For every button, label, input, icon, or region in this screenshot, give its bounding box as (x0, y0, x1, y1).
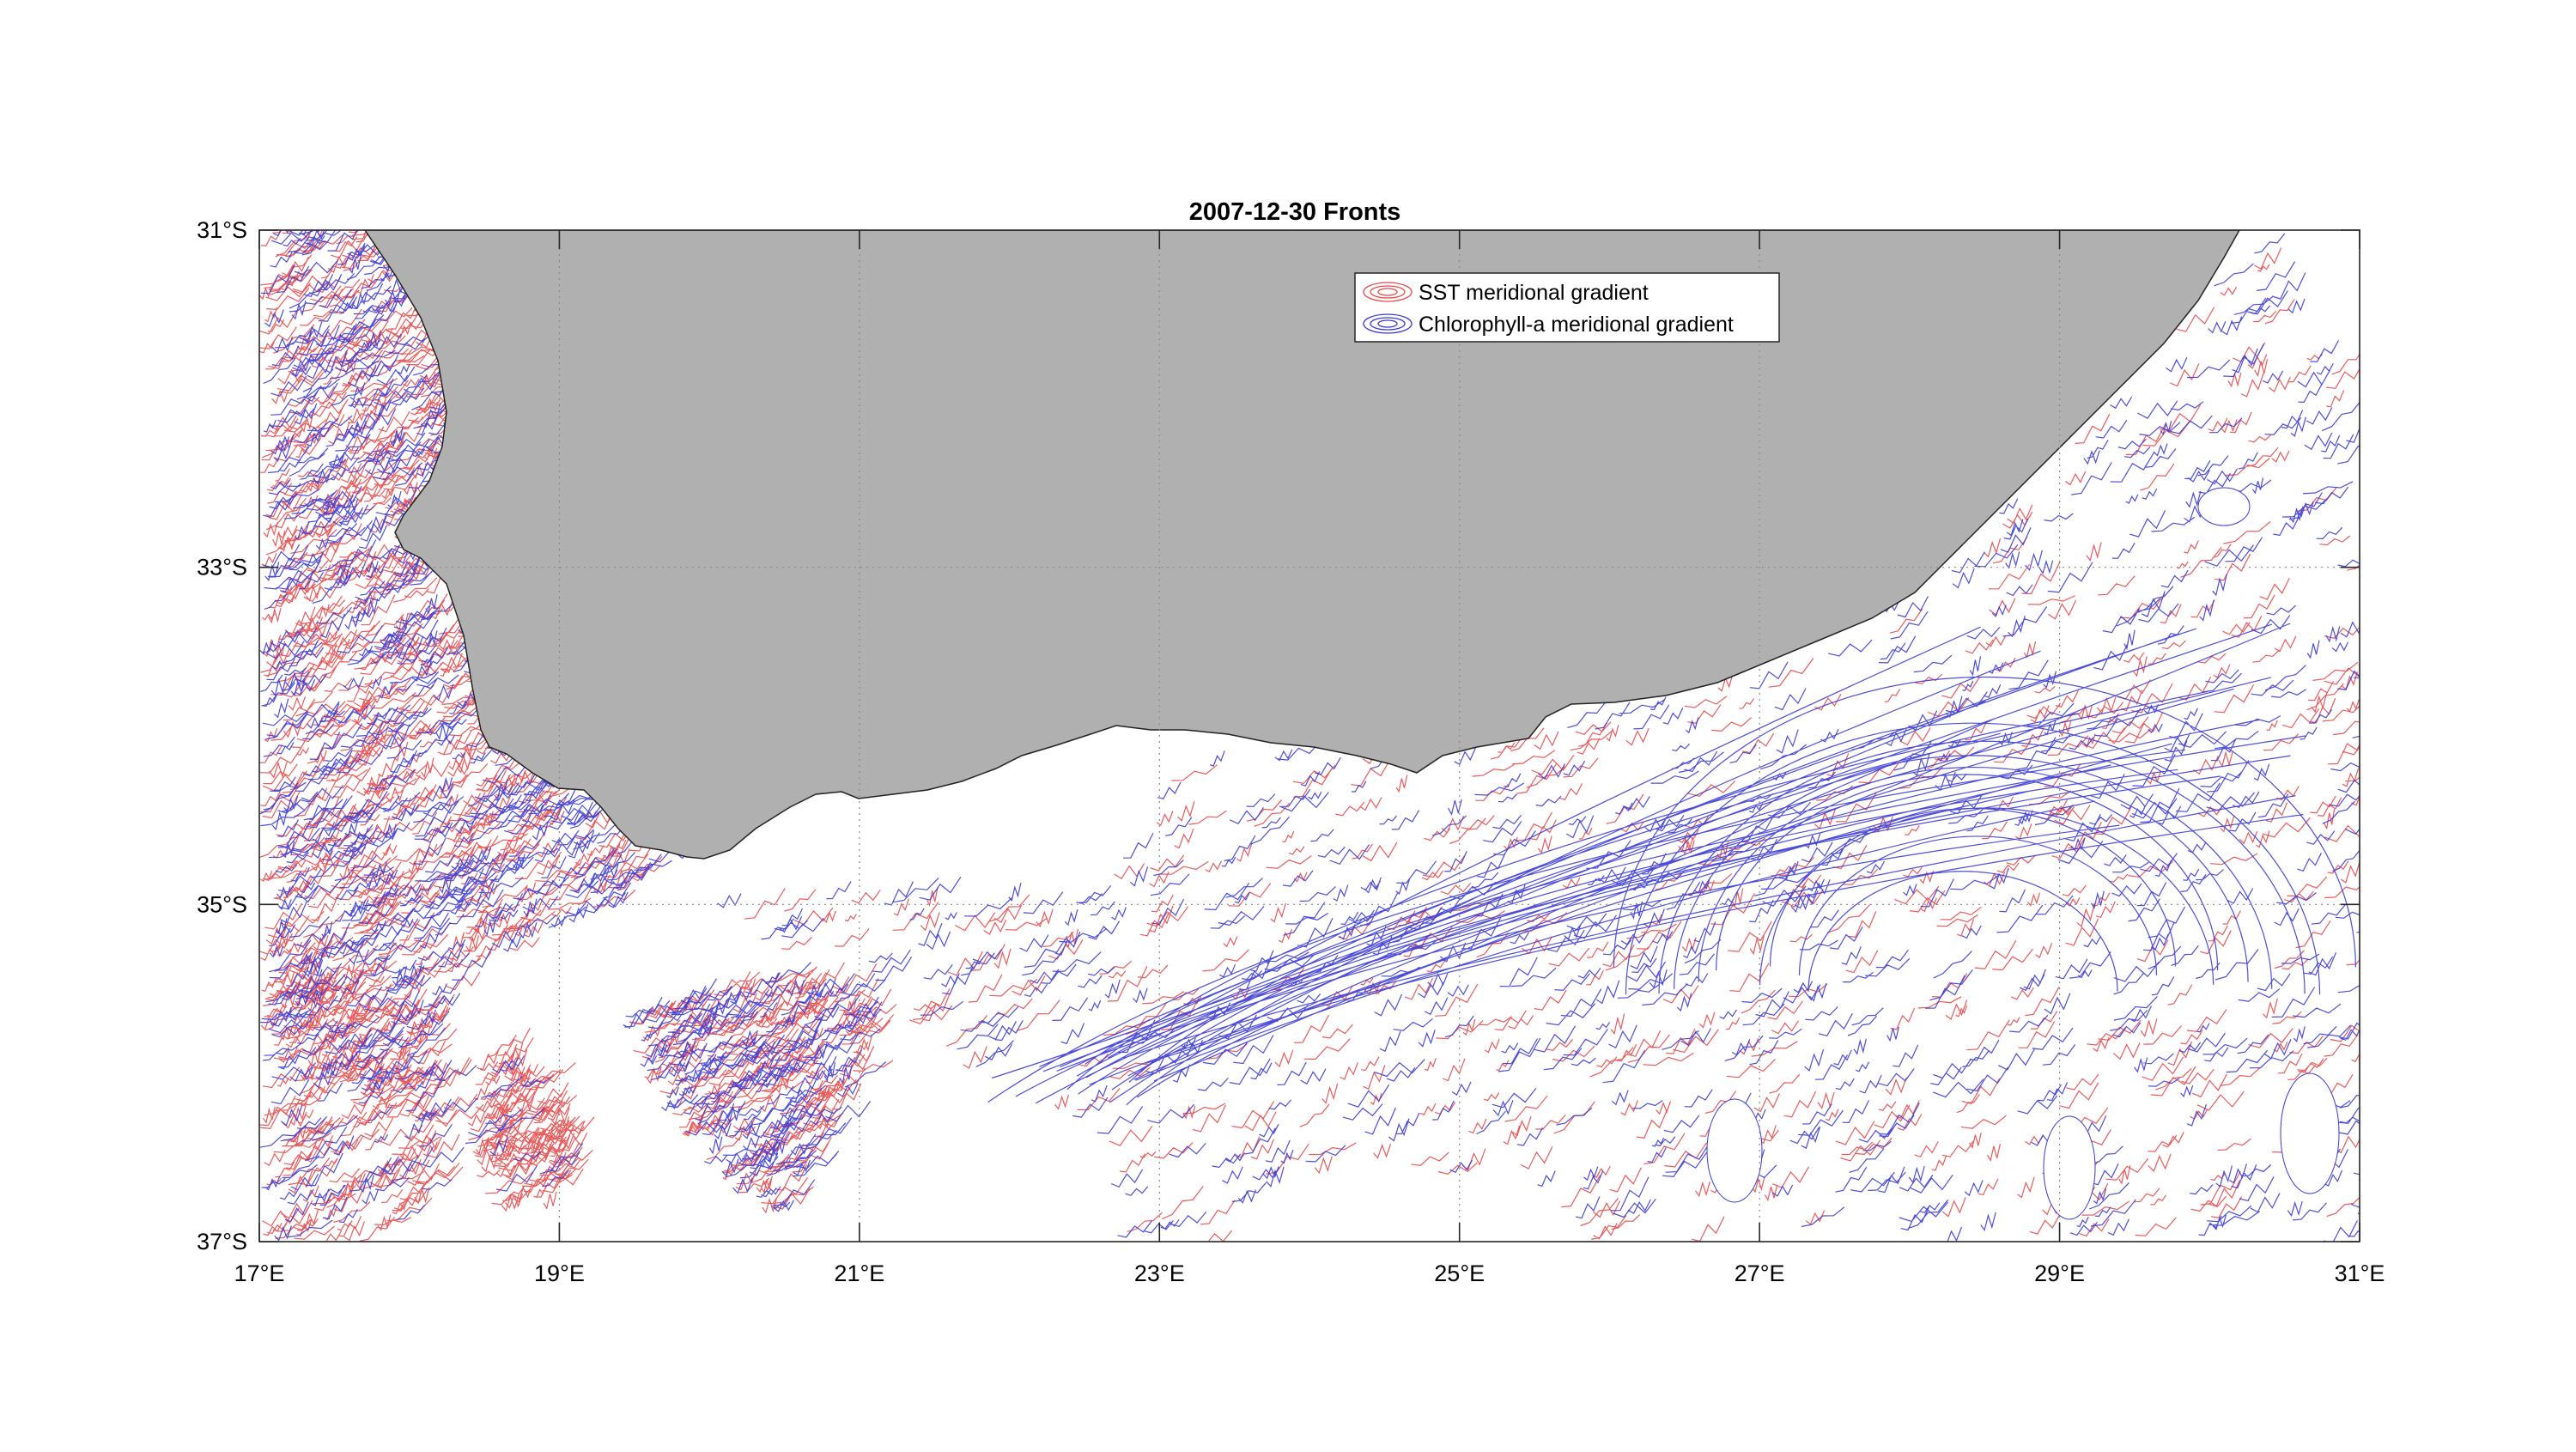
x-tick-label: 29°E (2034, 1261, 2085, 1286)
legend-box (1354, 272, 1780, 343)
legend: SST meridional gradient Chlorophyll-a me… (1354, 272, 1780, 343)
legend-entry-sst: SST meridional gradient (1363, 281, 1649, 305)
legend-label-chlorophyll: Chlorophyll-a meridional gradient (1419, 313, 1734, 337)
map-title: 2007-12-30 Fronts (1189, 198, 1401, 226)
y-tick-label: 31°S (197, 217, 247, 243)
cloud-gap (2043, 1115, 2096, 1220)
axes-frame (258, 229, 2360, 1242)
x-tick-label: 21°E (834, 1261, 884, 1286)
legend-entry-chlorophyll: Chlorophyll-a meridional gradient (1363, 313, 1734, 337)
front-contours (259, 230, 2360, 1242)
chlorophyll-front-contours (259, 230, 2360, 1242)
sst-contour-swatch-icon (1363, 282, 1413, 302)
cloud-gap (2197, 487, 2251, 526)
x-tick-label: 25°E (1434, 1261, 1485, 1286)
y-axis: 31°S 33°S 35°S 37°S (197, 217, 2360, 1255)
legend-label-sst: SST meridional gradient (1419, 281, 1649, 305)
x-tick-label: 17°E (234, 1261, 285, 1286)
x-axis: 17°E 19°E 21°E 23°E 25°E 27°E 29°E 31°E (234, 230, 2385, 1286)
cloud-gap (1706, 1098, 1763, 1203)
grid-lines (259, 230, 2360, 1242)
x-tick-label: 19°E (534, 1261, 585, 1286)
x-tick-label: 23°E (1134, 1261, 1185, 1286)
land-mass (364, 230, 2240, 860)
x-tick-label: 31°E (2335, 1261, 2385, 1286)
cloud-gap (2280, 1072, 2340, 1194)
x-tick-label: 27°E (1735, 1261, 1785, 1286)
y-tick-label: 33°S (197, 555, 247, 580)
y-tick-label: 37°S (197, 1229, 247, 1255)
chlorophyll-contour-swatch-icon (1363, 313, 1413, 334)
y-tick-label: 35°S (197, 891, 247, 917)
